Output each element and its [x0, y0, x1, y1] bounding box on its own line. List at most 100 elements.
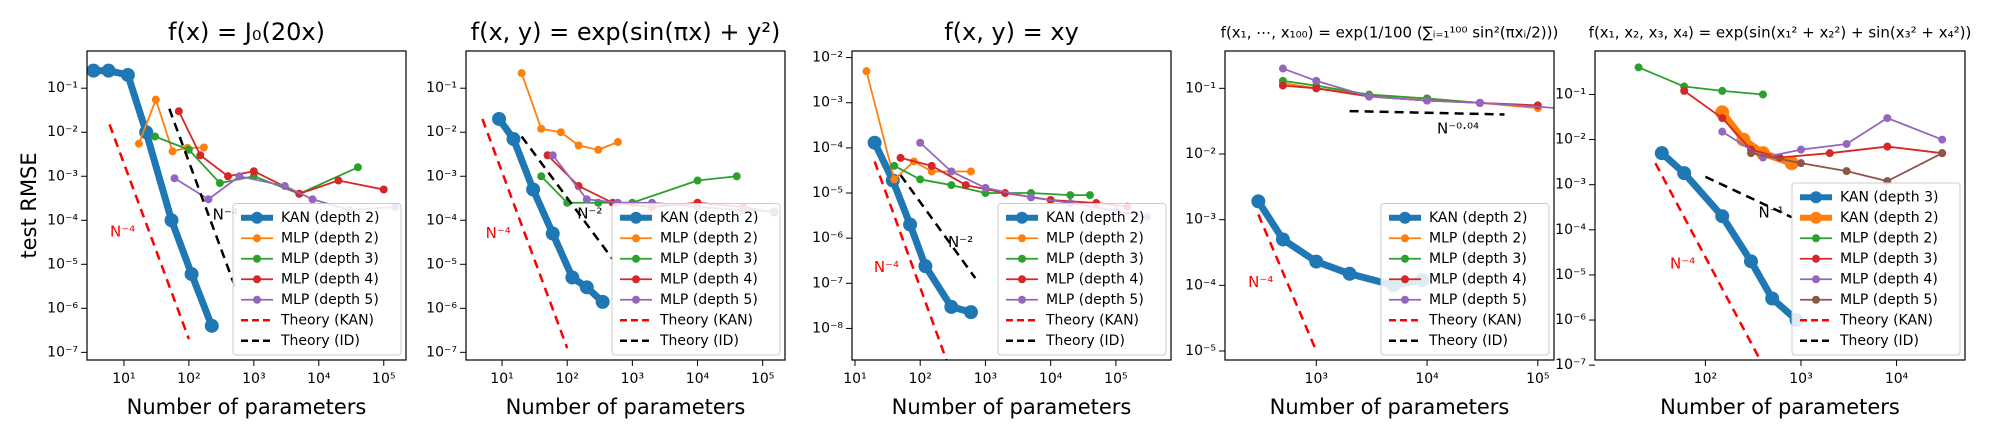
legend-marker — [251, 211, 263, 224]
data-point — [353, 163, 362, 172]
data-point — [223, 172, 232, 181]
x-tick-label: 10³ — [1789, 371, 1812, 387]
y-tick-label: 10⁻⁵ — [47, 256, 78, 272]
x-tick-label: 10¹ — [843, 371, 866, 387]
data-point — [896, 153, 905, 162]
data-point — [151, 95, 160, 104]
x-tick-label: 10² — [908, 371, 931, 387]
y-tick-label: 10⁻⁴ — [47, 212, 78, 228]
legend-marker — [253, 254, 261, 263]
data-point — [1677, 166, 1692, 181]
x-axis-label: Number of parameters — [1660, 395, 1900, 419]
series-line — [154, 135, 359, 195]
legend-marker — [630, 211, 642, 224]
data-point — [867, 135, 882, 150]
legend-label: Theory (ID) — [1428, 333, 1508, 349]
legend-label: KAN (depth 2) — [1840, 210, 1938, 226]
x-tick-label: 10⁵ — [751, 371, 774, 387]
plot-frame — [1224, 50, 1555, 361]
x-tick-label: 10³ — [621, 371, 644, 387]
x-tick-label: 10³ — [1305, 371, 1328, 387]
data-point — [1423, 96, 1432, 105]
legend-label: MLP (depth 2) — [1429, 230, 1527, 246]
y-tick-label: 10⁻⁵ — [1555, 267, 1586, 283]
data-point — [87, 63, 101, 78]
data-point — [120, 67, 135, 82]
data-point — [594, 145, 603, 154]
data-point — [916, 175, 925, 184]
series-line — [1349, 109, 1505, 116]
data-point — [174, 107, 183, 116]
series-line — [540, 175, 738, 204]
y-tick-label: 10⁻¹ — [1555, 86, 1586, 102]
series-line — [108, 124, 191, 340]
data-point — [1758, 90, 1767, 99]
data-point — [545, 226, 560, 241]
legend-label: Theory (KAN) — [659, 312, 753, 328]
legend-marker — [253, 295, 261, 304]
legend-label: Theory (ID) — [280, 333, 360, 349]
y-tick-label: 10⁻⁷ — [1555, 357, 1586, 373]
data-point — [1883, 114, 1892, 123]
data-point — [693, 176, 702, 185]
y-tick-label: 10⁻⁵ — [812, 185, 843, 201]
legend: KAN (depth 3) KAN (depth 2) MLP (depth 2) M… — [1791, 182, 1961, 356]
legend-label: MLP (depth 2) — [1046, 230, 1144, 246]
data-point — [732, 172, 741, 181]
legend-marker — [1812, 254, 1820, 263]
y-tick-label: 10⁻¹ — [1185, 80, 1216, 96]
data-point — [379, 185, 388, 194]
legend-label: MLP (depth 3) — [1429, 251, 1527, 267]
y-tick-label: 10⁻⁶ — [1555, 312, 1586, 328]
legend-box — [1380, 203, 1550, 356]
legend-label: Theory (ID) — [1045, 333, 1125, 349]
data-point — [134, 139, 143, 148]
data-point — [537, 124, 546, 133]
y-tick-label: 10⁻³ — [1555, 177, 1586, 193]
x-axis-label: Number of parameters — [1270, 395, 1510, 419]
data-point — [1475, 98, 1484, 107]
data-point — [1938, 149, 1947, 158]
legend-label: MLP (depth 5) — [1046, 292, 1144, 308]
x-tick-label: 10⁵ — [372, 371, 395, 387]
series-line — [177, 110, 385, 195]
data-point — [164, 213, 179, 228]
y-tick-label: 10⁻² — [426, 124, 457, 140]
y-tick-label: 10⁻⁷ — [47, 344, 78, 360]
data-point — [1796, 145, 1805, 154]
legend-label: MLP (depth 3) — [281, 251, 379, 267]
data-point — [890, 161, 899, 170]
data-point — [1342, 266, 1357, 281]
plot-area — [1634, 63, 1947, 360]
series-line — [1282, 79, 1481, 104]
panel: f(x) = J₀(20x) 10¹ 10² 10³ 10⁴ 10⁵ 10⁻¹ 10⁻² 10⁻… — [17, 18, 407, 419]
data-point — [961, 181, 970, 190]
legend-marker — [632, 234, 640, 243]
data-point — [947, 181, 956, 190]
legend-label: Theory (ID) — [659, 333, 739, 349]
data-point — [595, 294, 610, 309]
plot-frame — [465, 50, 786, 361]
data-point — [1085, 191, 1094, 200]
y-tick-label: 10⁻² — [1185, 146, 1216, 162]
legend-marker — [1810, 191, 1822, 204]
legend-marker — [1401, 254, 1409, 263]
x-tick-label: 10⁴ — [1885, 371, 1909, 387]
data-point — [1365, 92, 1374, 101]
data-point — [1842, 139, 1851, 148]
data-point — [1312, 84, 1321, 93]
y-tick-label: 10⁻¹ — [47, 80, 78, 96]
data-point — [918, 259, 933, 274]
series-line — [1282, 67, 1554, 109]
legend-label: MLP (depth 4) — [281, 271, 379, 287]
data-point — [1718, 114, 1727, 123]
x-tick-label: 10⁴ — [1415, 371, 1439, 387]
annotation: N⁻⁴ — [1248, 273, 1273, 291]
data-point — [1278, 64, 1287, 73]
y-tick-label: 10⁻² — [47, 124, 78, 140]
data-point — [966, 167, 975, 176]
data-point — [1765, 291, 1780, 306]
y-tick-label: 10⁻⁵ — [1185, 343, 1216, 359]
x-axis-label: Number of parameters — [506, 395, 746, 419]
legend-label: MLP (depth 3) — [1840, 251, 1938, 267]
